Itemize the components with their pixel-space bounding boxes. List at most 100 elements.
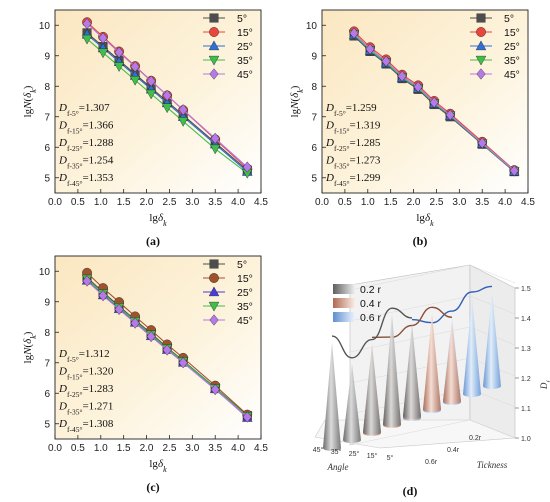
legend-label: 15° <box>504 27 520 39</box>
trend-curve <box>331 307 413 359</box>
x-tick-label: 0.5 <box>71 443 85 454</box>
series-3 <box>81 34 253 179</box>
legend-entry: 0.2 r <box>333 284 382 296</box>
panel-d: 1.0 1.1 1.2 1.3 1.4 1.5 Df 45° 35° 25° 15° 5° Angle 0… <box>313 264 550 498</box>
y-tick-label: 8 <box>44 328 50 339</box>
legend-marker <box>476 13 486 23</box>
back-gridline <box>349 419 471 446</box>
data-point <box>209 144 221 155</box>
angle-axis-label: Angle <box>327 462 349 472</box>
legend-entry: 35° <box>470 55 520 67</box>
legend-marker <box>209 259 219 269</box>
fractal-dimension-annotation: Df-15°=1.319 <box>325 120 381 136</box>
x-tick-label: 1.5 <box>117 197 131 208</box>
z-tick-label: 1.5 <box>521 286 531 293</box>
x-tick-label: 3.5 <box>208 197 222 208</box>
legend-label: 25° <box>504 41 520 53</box>
x-tick-label: 1.5 <box>117 443 131 454</box>
data-point <box>145 89 157 100</box>
data-point <box>98 32 108 44</box>
z-tick-label: 1.4 <box>521 316 531 323</box>
data-point <box>146 75 156 87</box>
fractal-dimension-annotation: Df-15°=1.320 <box>58 366 114 382</box>
thickness-axis-label: Tickness <box>477 460 508 470</box>
legend-marker <box>208 301 220 312</box>
y-tick-label: 7 <box>44 358 50 369</box>
x-tick-label: 4.5 <box>521 197 535 208</box>
legend-label: 0.4 r <box>360 298 382 310</box>
y-tick-label: 6 <box>311 143 317 154</box>
x-tick-label: 4.5 <box>254 197 268 208</box>
legend-entry: 5° <box>203 13 247 25</box>
legend-label: 25° <box>237 287 253 299</box>
panel-label: (d) <box>403 484 418 498</box>
x-axis-label: lgδk <box>149 212 167 228</box>
fractal-dimension-annotation: Df-35°=1.271 <box>58 401 113 417</box>
y-axis-label: lgN(δk) <box>289 85 305 117</box>
x-tick-label: 1.5 <box>384 197 398 208</box>
legend-entry: 15° <box>470 27 520 39</box>
x-tick-label: 4.0 <box>231 197 245 208</box>
legend-marker <box>208 40 220 51</box>
legend-label: 45° <box>237 69 253 81</box>
legend-marker <box>209 68 219 80</box>
data-point <box>82 275 92 287</box>
trend-curve <box>411 285 493 324</box>
x-tick-label: 2.5 <box>429 197 443 208</box>
cone <box>403 323 421 419</box>
legend-entry: 45° <box>470 68 520 81</box>
data-point <box>162 89 172 102</box>
z-tick-label: 1.0 <box>521 436 531 443</box>
y-tick-label: 9 <box>44 297 50 308</box>
x-tick-label: 0.5 <box>338 197 352 208</box>
x-tick-label: 3.0 <box>452 197 466 208</box>
y-axis-label: lgN(δk) <box>22 331 38 363</box>
legend-entry: 25° <box>203 40 253 53</box>
fractal-dimension-annotation: Df-5°=1.312 <box>58 348 110 364</box>
cone <box>343 363 361 443</box>
data-point <box>162 344 172 356</box>
y-tick-label: 5 <box>311 173 317 184</box>
cone <box>323 342 341 451</box>
fractal-dimension-annotation: Df-35°=1.273 <box>325 155 381 171</box>
data-point <box>477 137 487 149</box>
angle-tick-label: 35° <box>331 448 342 456</box>
legend-label: 35° <box>237 301 253 313</box>
legend-entry: 0.4 r <box>333 298 382 310</box>
x-tick-label: 4.0 <box>231 443 245 454</box>
y-tick-label: 7 <box>44 112 50 123</box>
cone-body <box>423 313 441 412</box>
y-tick-label: 10 <box>306 21 318 32</box>
z-axis-label: Df <box>539 380 550 391</box>
legend-marker <box>209 314 219 326</box>
fractal-dimension-annotation: Df-15°=1.366 <box>58 120 114 136</box>
fractal-dimension-annotation: Df-45°=1.353 <box>58 172 114 188</box>
legend-label: 15° <box>237 27 253 39</box>
data-point <box>146 330 156 343</box>
x-tick-label: 2.0 <box>140 443 154 454</box>
legend-entry: 45° <box>203 314 253 327</box>
data-point <box>509 165 519 177</box>
series-4 <box>82 18 252 173</box>
fractal-dimension-annotation: Df-45°=1.299 <box>325 172 381 188</box>
y-tick-label: 6 <box>44 143 50 154</box>
legend-marker <box>475 55 487 66</box>
x-tick-label: 1.0 <box>94 197 108 208</box>
x-tick-label: 2.5 <box>162 197 176 208</box>
legend-entry: 15° <box>203 27 253 39</box>
data-point <box>349 27 359 39</box>
data-point <box>429 96 439 109</box>
legend-marker <box>475 40 487 51</box>
data-point <box>130 61 140 73</box>
data-point <box>381 55 391 67</box>
panel-label: (a) <box>146 234 160 248</box>
thickness-tick-label: 0.2r <box>469 435 482 442</box>
cone-body <box>323 342 341 451</box>
cone <box>363 345 381 435</box>
y-tick-label: 5 <box>44 419 50 430</box>
data-point <box>98 290 108 302</box>
legend-label: 35° <box>504 55 520 67</box>
legend-entry: 15° <box>203 273 253 285</box>
panel-label: (b) <box>413 234 428 248</box>
